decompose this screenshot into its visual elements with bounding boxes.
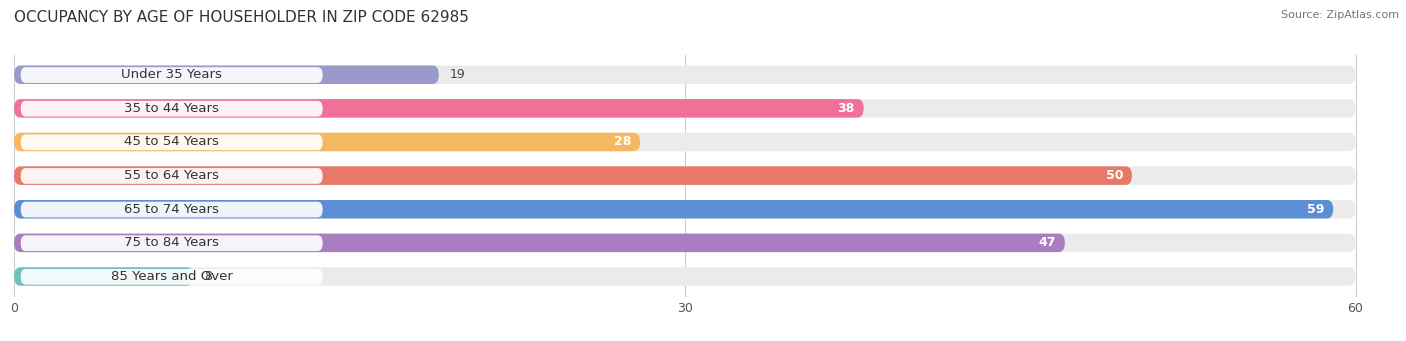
FancyBboxPatch shape [21,67,322,83]
FancyBboxPatch shape [14,234,1355,252]
Text: Under 35 Years: Under 35 Years [121,68,222,81]
Text: 45 to 54 Years: 45 to 54 Years [124,135,219,148]
FancyBboxPatch shape [21,235,322,251]
FancyBboxPatch shape [14,200,1333,219]
Text: OCCUPANCY BY AGE OF HOUSEHOLDER IN ZIP CODE 62985: OCCUPANCY BY AGE OF HOUSEHOLDER IN ZIP C… [14,10,470,25]
Text: 38: 38 [838,102,855,115]
FancyBboxPatch shape [14,133,640,151]
Text: 55 to 64 Years: 55 to 64 Years [124,169,219,182]
Text: 28: 28 [614,135,631,148]
FancyBboxPatch shape [21,101,322,117]
FancyBboxPatch shape [21,134,322,150]
FancyBboxPatch shape [14,166,1132,185]
Text: 35 to 44 Years: 35 to 44 Years [124,102,219,115]
FancyBboxPatch shape [14,65,439,84]
FancyBboxPatch shape [14,267,193,286]
FancyBboxPatch shape [14,267,1355,286]
Text: 59: 59 [1306,203,1324,216]
FancyBboxPatch shape [21,168,322,184]
FancyBboxPatch shape [21,202,322,218]
Text: 19: 19 [450,68,465,81]
FancyBboxPatch shape [14,133,1355,151]
Text: 47: 47 [1039,236,1056,249]
FancyBboxPatch shape [14,166,1355,185]
Text: 85 Years and Over: 85 Years and Over [111,270,232,283]
FancyBboxPatch shape [21,269,322,285]
Text: 75 to 84 Years: 75 to 84 Years [124,236,219,249]
FancyBboxPatch shape [14,99,1355,118]
FancyBboxPatch shape [14,65,1355,84]
FancyBboxPatch shape [14,234,1064,252]
FancyBboxPatch shape [14,200,1355,219]
Text: 8: 8 [204,270,212,283]
Text: 65 to 74 Years: 65 to 74 Years [124,203,219,216]
Text: Source: ZipAtlas.com: Source: ZipAtlas.com [1281,10,1399,20]
Text: 50: 50 [1105,169,1123,182]
FancyBboxPatch shape [14,99,863,118]
